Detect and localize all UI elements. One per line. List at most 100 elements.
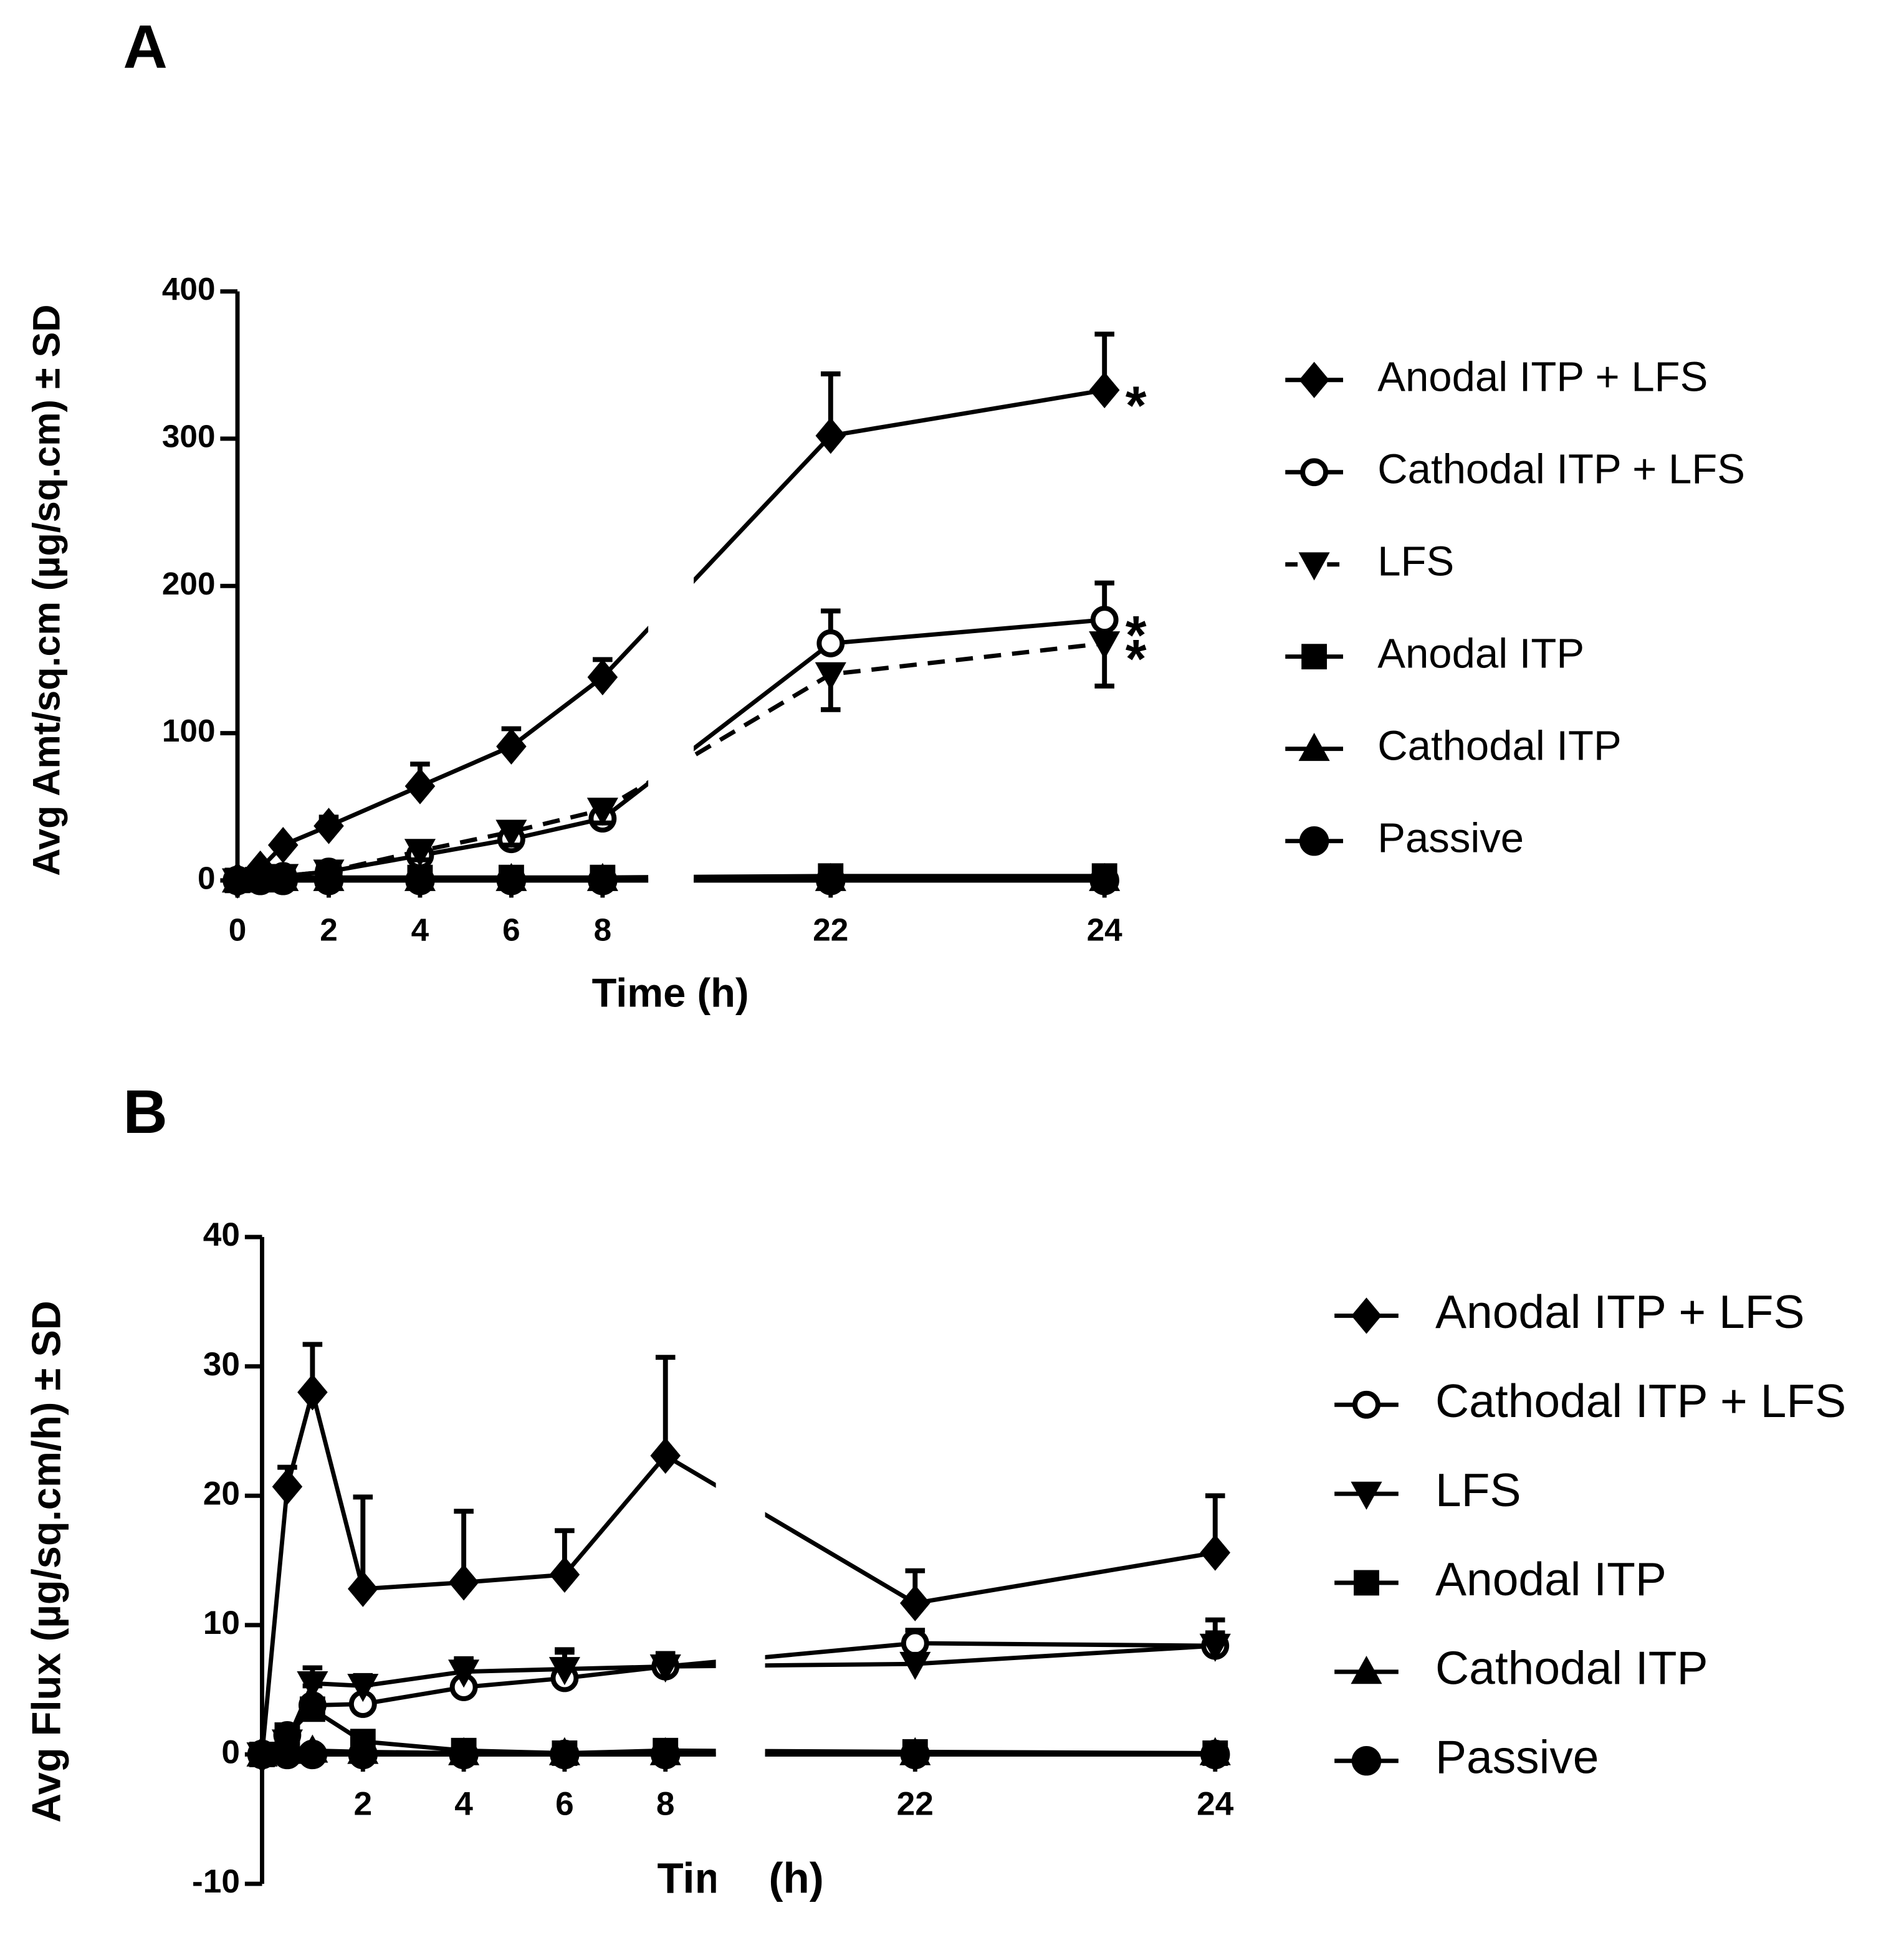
legend-marker bbox=[1354, 1570, 1379, 1596]
legend-marker bbox=[1298, 552, 1330, 581]
data-point bbox=[815, 662, 846, 690]
data-point bbox=[588, 866, 618, 895]
data-point bbox=[815, 418, 846, 454]
y-tick-label: 200 bbox=[162, 566, 216, 601]
data-point bbox=[297, 1374, 328, 1411]
data-point bbox=[550, 1739, 580, 1770]
y-tick-label: 300 bbox=[162, 419, 216, 454]
legend-label: Passive bbox=[1435, 1731, 1599, 1783]
data-point bbox=[268, 866, 298, 895]
x-tick-label: 4 bbox=[411, 912, 429, 947]
data-point bbox=[1199, 1633, 1231, 1662]
data-point bbox=[405, 866, 435, 895]
legend-label: Cathodal ITP + LFS bbox=[1435, 1375, 1846, 1427]
legend-marker bbox=[1300, 458, 1329, 487]
data-point bbox=[449, 1739, 479, 1770]
legend-marker bbox=[1298, 732, 1330, 761]
annotation: * bbox=[1126, 629, 1147, 689]
x-tick-label: 0 bbox=[229, 912, 247, 947]
data-point bbox=[404, 768, 436, 804]
y-tick-label: 40 bbox=[203, 1216, 240, 1253]
data-point bbox=[586, 798, 618, 826]
data-point bbox=[496, 866, 527, 895]
data-point bbox=[548, 1657, 580, 1686]
data-point bbox=[1089, 866, 1119, 895]
annotation: * bbox=[1126, 375, 1147, 436]
data-point bbox=[448, 1659, 480, 1688]
data-point bbox=[272, 1739, 302, 1770]
data-point bbox=[313, 866, 344, 895]
data-point bbox=[587, 659, 618, 695]
legend-label: Anodal ITP + LFS bbox=[1435, 1286, 1804, 1338]
data-point bbox=[247, 1739, 277, 1770]
x-tick-label: 6 bbox=[502, 912, 520, 947]
x-tick-label: 2 bbox=[353, 1785, 372, 1822]
x-tick-label: 2 bbox=[320, 912, 338, 947]
legend-label: Anodal ITP bbox=[1377, 630, 1584, 677]
data-point bbox=[404, 839, 436, 867]
legend-label: Anodal ITP bbox=[1435, 1553, 1667, 1605]
data-point bbox=[272, 1468, 303, 1505]
y-axis-label: Avg Flux (µg/sq.cm/h) ± SD bbox=[23, 1301, 69, 1823]
x-tick-label: 6 bbox=[555, 1785, 574, 1822]
data-point bbox=[901, 1629, 929, 1658]
legend-marker bbox=[1351, 1481, 1382, 1510]
panel-label: A bbox=[123, 12, 168, 81]
data-point bbox=[313, 808, 344, 844]
panel-label: B bbox=[123, 1077, 168, 1146]
axis-break-gap bbox=[648, 279, 694, 918]
x-tick-label: 24 bbox=[1087, 912, 1123, 947]
data-point bbox=[448, 1564, 479, 1601]
y-tick-label: 0 bbox=[198, 860, 216, 895]
y-tick-label: 0 bbox=[221, 1734, 240, 1771]
legend-marker bbox=[1301, 644, 1328, 670]
data-point bbox=[299, 1696, 325, 1722]
x-tick-label: 8 bbox=[656, 1785, 675, 1822]
data-point bbox=[649, 1654, 681, 1683]
data-point bbox=[816, 866, 846, 895]
legend-label: LFS bbox=[1435, 1464, 1521, 1516]
annotation: * bbox=[1126, 605, 1147, 666]
legend-label: Cathodal ITP + LFS bbox=[1377, 446, 1745, 492]
x-tick-label: 4 bbox=[454, 1785, 473, 1822]
y-tick-label: 30 bbox=[203, 1346, 240, 1383]
legend-marker bbox=[1299, 361, 1329, 398]
legend-label: Cathodal ITP bbox=[1377, 722, 1622, 769]
legend-label: Passive bbox=[1377, 814, 1524, 861]
legend-label: Cathodal ITP bbox=[1435, 1642, 1708, 1694]
y-tick-label: 400 bbox=[162, 271, 216, 307]
data-point bbox=[900, 1739, 930, 1770]
data-point bbox=[297, 1739, 328, 1770]
x-tick-label: 22 bbox=[813, 912, 848, 947]
data-point bbox=[1200, 1739, 1230, 1770]
y-tick-label: -10 bbox=[192, 1863, 240, 1900]
data-point bbox=[348, 1739, 378, 1770]
y-axis-label: Avg Amt/sq.cm (µg/sq.cm) ± SD bbox=[25, 305, 67, 876]
data-point bbox=[900, 1585, 930, 1621]
data-point bbox=[899, 1651, 931, 1680]
x-tick-label: 24 bbox=[1197, 1785, 1234, 1822]
legend-marker bbox=[1351, 1656, 1382, 1684]
data-point bbox=[347, 1674, 379, 1702]
data-point bbox=[1089, 631, 1121, 660]
data-point bbox=[549, 1556, 580, 1593]
data-point bbox=[1090, 606, 1119, 634]
data-point bbox=[816, 629, 845, 657]
y-tick-label: 100 bbox=[162, 713, 216, 748]
data-point bbox=[297, 1671, 328, 1700]
legend-marker bbox=[1351, 1746, 1382, 1776]
data-point bbox=[1200, 1534, 1231, 1571]
y-tick-label: 20 bbox=[203, 1475, 240, 1512]
data-point bbox=[267, 827, 299, 864]
x-tick-label: 8 bbox=[594, 912, 612, 947]
legend-label: Anodal ITP + LFS bbox=[1377, 353, 1708, 400]
legend-marker bbox=[1299, 826, 1329, 856]
y-tick-label: 10 bbox=[203, 1605, 240, 1641]
legend-marker bbox=[1351, 1297, 1382, 1334]
data-point bbox=[1089, 371, 1120, 409]
x-tick-label: 22 bbox=[897, 1785, 934, 1822]
axis-break-gap bbox=[715, 1224, 765, 1921]
data-point bbox=[495, 819, 527, 848]
legend-label: LFS bbox=[1377, 538, 1454, 585]
